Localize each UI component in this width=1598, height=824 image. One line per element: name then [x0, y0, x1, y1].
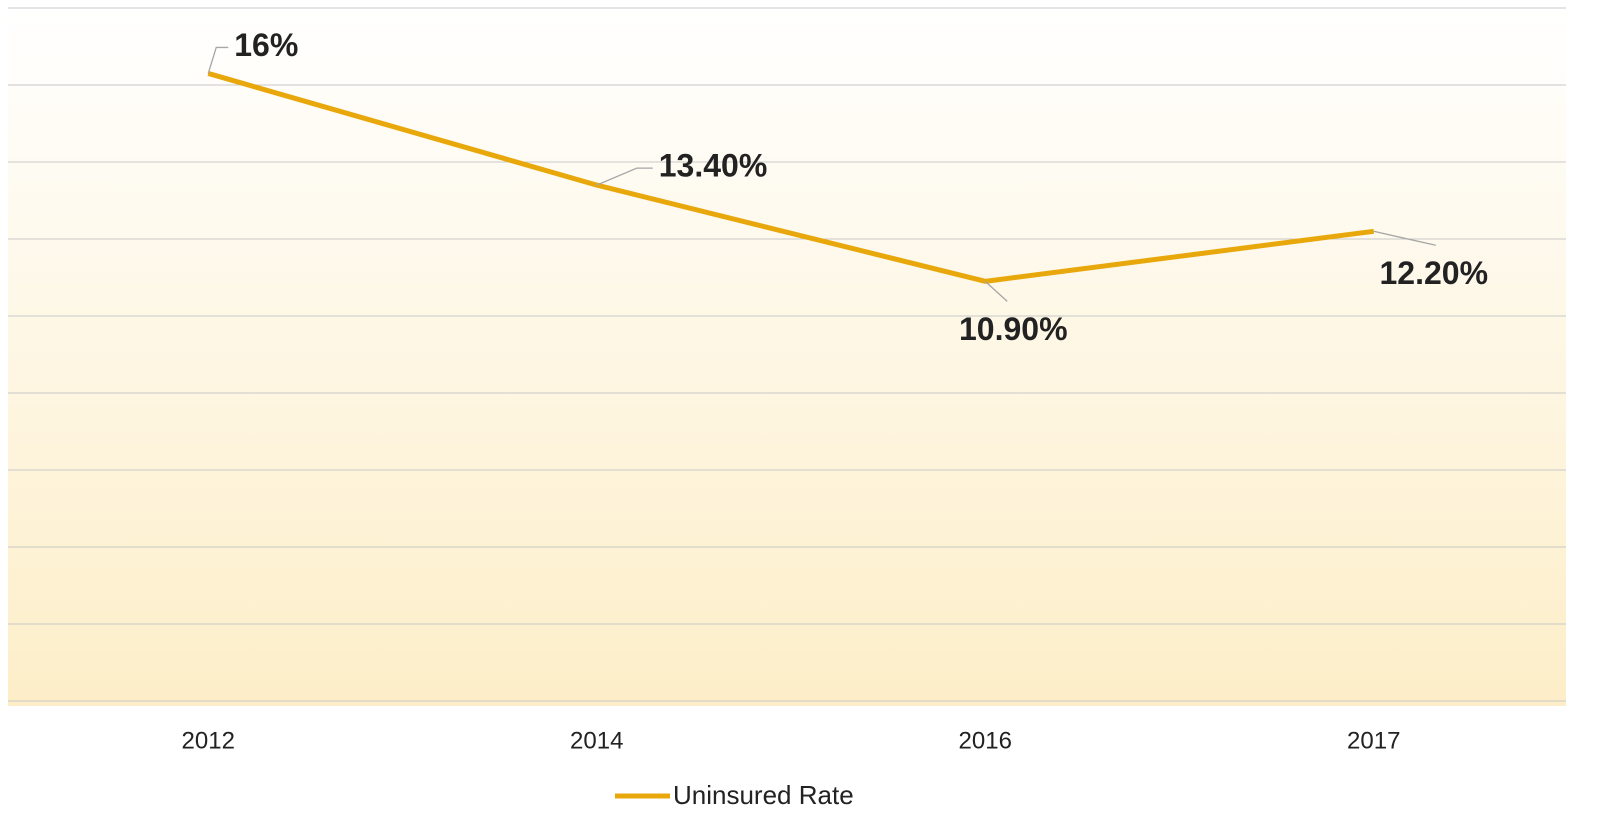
data-label: 12.20%	[1379, 255, 1488, 291]
leader-line	[1373, 230, 1436, 246]
legend-label: Uninsured Rate	[673, 780, 854, 810]
leader-line	[596, 167, 653, 186]
data-label: 16%	[234, 27, 298, 63]
data-label: 10.90%	[959, 311, 1068, 347]
x-tick-label: 2017	[1347, 727, 1400, 754]
leader-line	[984, 280, 1008, 302]
plot-area	[8, 8, 1566, 706]
x-tick-label: 2012	[182, 727, 235, 754]
data-line	[207, 71, 1375, 284]
x-tick-label: 2014	[570, 727, 623, 754]
data-label: 13.40%	[659, 148, 768, 184]
x-tick-label: 2016	[959, 727, 1012, 754]
leader-line	[207, 46, 229, 74]
